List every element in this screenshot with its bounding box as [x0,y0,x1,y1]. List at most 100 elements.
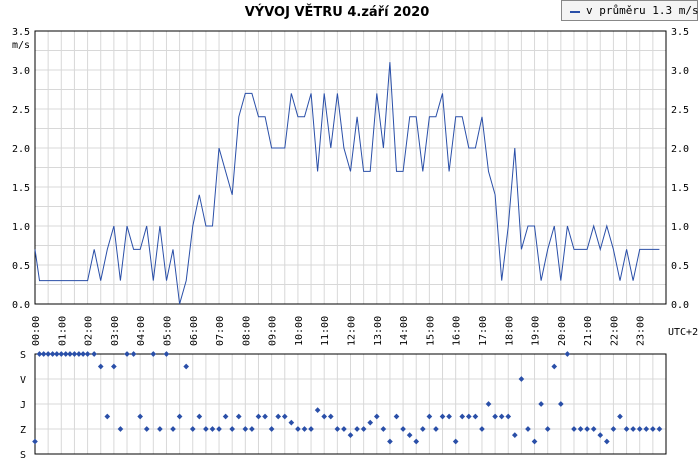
direction-point [321,413,328,420]
direction-point [163,351,170,357]
speed-ytick-left: 0.0 [12,300,30,311]
speed-xtick: 19:00 [531,316,542,346]
direction-point [222,413,229,420]
speed-xtick: 02:00 [84,316,95,346]
direction-point [465,413,472,420]
direction-point [341,426,347,432]
speed-xtick: 16:00 [452,316,463,346]
direction-point [577,426,584,432]
direction-point [413,438,420,445]
direction-point [268,426,275,432]
speed-xtick: 04:00 [136,316,147,346]
direction-point [275,413,282,420]
speed-ytick-left: 3.0 [12,66,30,77]
speed-xtick: 11:00 [320,316,331,346]
direction-point [630,426,636,432]
direction-point [511,432,518,438]
direction-point [551,363,558,370]
direction-point [531,438,538,445]
direction-ytick: S [20,450,26,460]
speed-xtick: 00:00 [31,316,42,346]
direction-point [314,407,321,413]
direction-point [446,413,452,420]
speed-ytick-right: 1.0 [671,222,689,233]
legend-line-swatch [570,11,580,13]
speed-xtick: 21:00 [583,316,594,346]
speed-xtick: 23:00 [636,316,647,346]
direction-point [255,413,262,420]
direction-point [590,426,597,432]
direction-point [360,426,367,432]
speed-xtick: 22:00 [609,316,620,346]
direction-point [433,426,439,432]
speed-xtick: 03:00 [110,316,121,346]
direction-point [439,413,446,420]
direction-point [242,426,249,432]
direction-point [604,438,610,445]
direction-point [505,413,512,420]
speed-ylabel: m/s [12,40,30,51]
speed-ytick-left: 2.0 [12,144,30,155]
speed-ytick-right: 1.5 [671,183,689,194]
speed-ytick-left: 1.5 [12,183,30,194]
direction-point [111,363,117,370]
speed-xtick: 12:00 [347,316,358,346]
direction-point [400,426,406,432]
direction-point [281,413,288,420]
direction-point [584,426,590,432]
speed-xtick: 01:00 [57,316,68,346]
direction-point [419,426,426,432]
direction-point [235,413,242,420]
speed-xtick: 15:00 [425,316,436,346]
direction-point [650,426,656,432]
direction-point [485,401,492,407]
direction-point [498,413,505,420]
speed-xtick: 10:00 [294,316,305,346]
direction-point [150,351,157,357]
speed-xtick: 18:00 [504,316,515,346]
direction-point [354,426,360,432]
speed-xtick: 20:00 [557,316,568,346]
speed-xtick: 06:00 [189,316,200,346]
direction-point [518,376,525,382]
direction-point [623,426,630,432]
speed-ytick-left: 1.0 [12,222,30,233]
speed-ytick-right: 2.5 [671,105,689,116]
direction-point [76,351,82,357]
wind-speed-plot: 0.0 0.0 0.5 0.5 1.0 1.0 1.5 1.5 2.0 2.0 2.5 2.5 3.0 3… [12,27,698,346]
direction-ytick: S [20,350,26,361]
speed-xtick: 13:00 [373,316,384,346]
direction-ytick: J [20,400,26,411]
legend-label: v průměru 1.3 m/s [586,4,699,17]
direction-point [157,426,163,432]
direction-point [62,351,69,357]
direction-point [544,426,551,432]
direction-point [597,432,604,438]
speed-xtick: 05:00 [162,316,173,346]
wind-speed-line [34,62,660,305]
speed-ytick-right: 0.0 [671,300,689,311]
direction-point [84,351,91,357]
direction-point [104,413,111,420]
direction-point [479,426,485,432]
direction-point [229,426,236,432]
direction-point [170,426,176,432]
speed-plot-border [34,30,667,305]
direction-ytick: Z [20,425,26,436]
speed-xunit: UTC+2 [668,327,698,338]
direction-point [347,432,354,438]
direction-point [610,426,617,432]
speed-ytick-right: 2.0 [671,144,689,155]
direction-point [117,426,124,432]
direction-point [308,426,314,432]
direction-point [636,426,643,432]
direction-point [189,426,196,432]
speed-ytick-right: 3.5 [671,27,689,38]
speed-xtick: 09:00 [268,316,279,346]
direction-point [216,426,222,432]
speed-ytick-right: 0.5 [671,261,689,272]
direction-point [80,351,86,357]
direction-point [387,438,393,445]
direction-point [124,351,130,357]
